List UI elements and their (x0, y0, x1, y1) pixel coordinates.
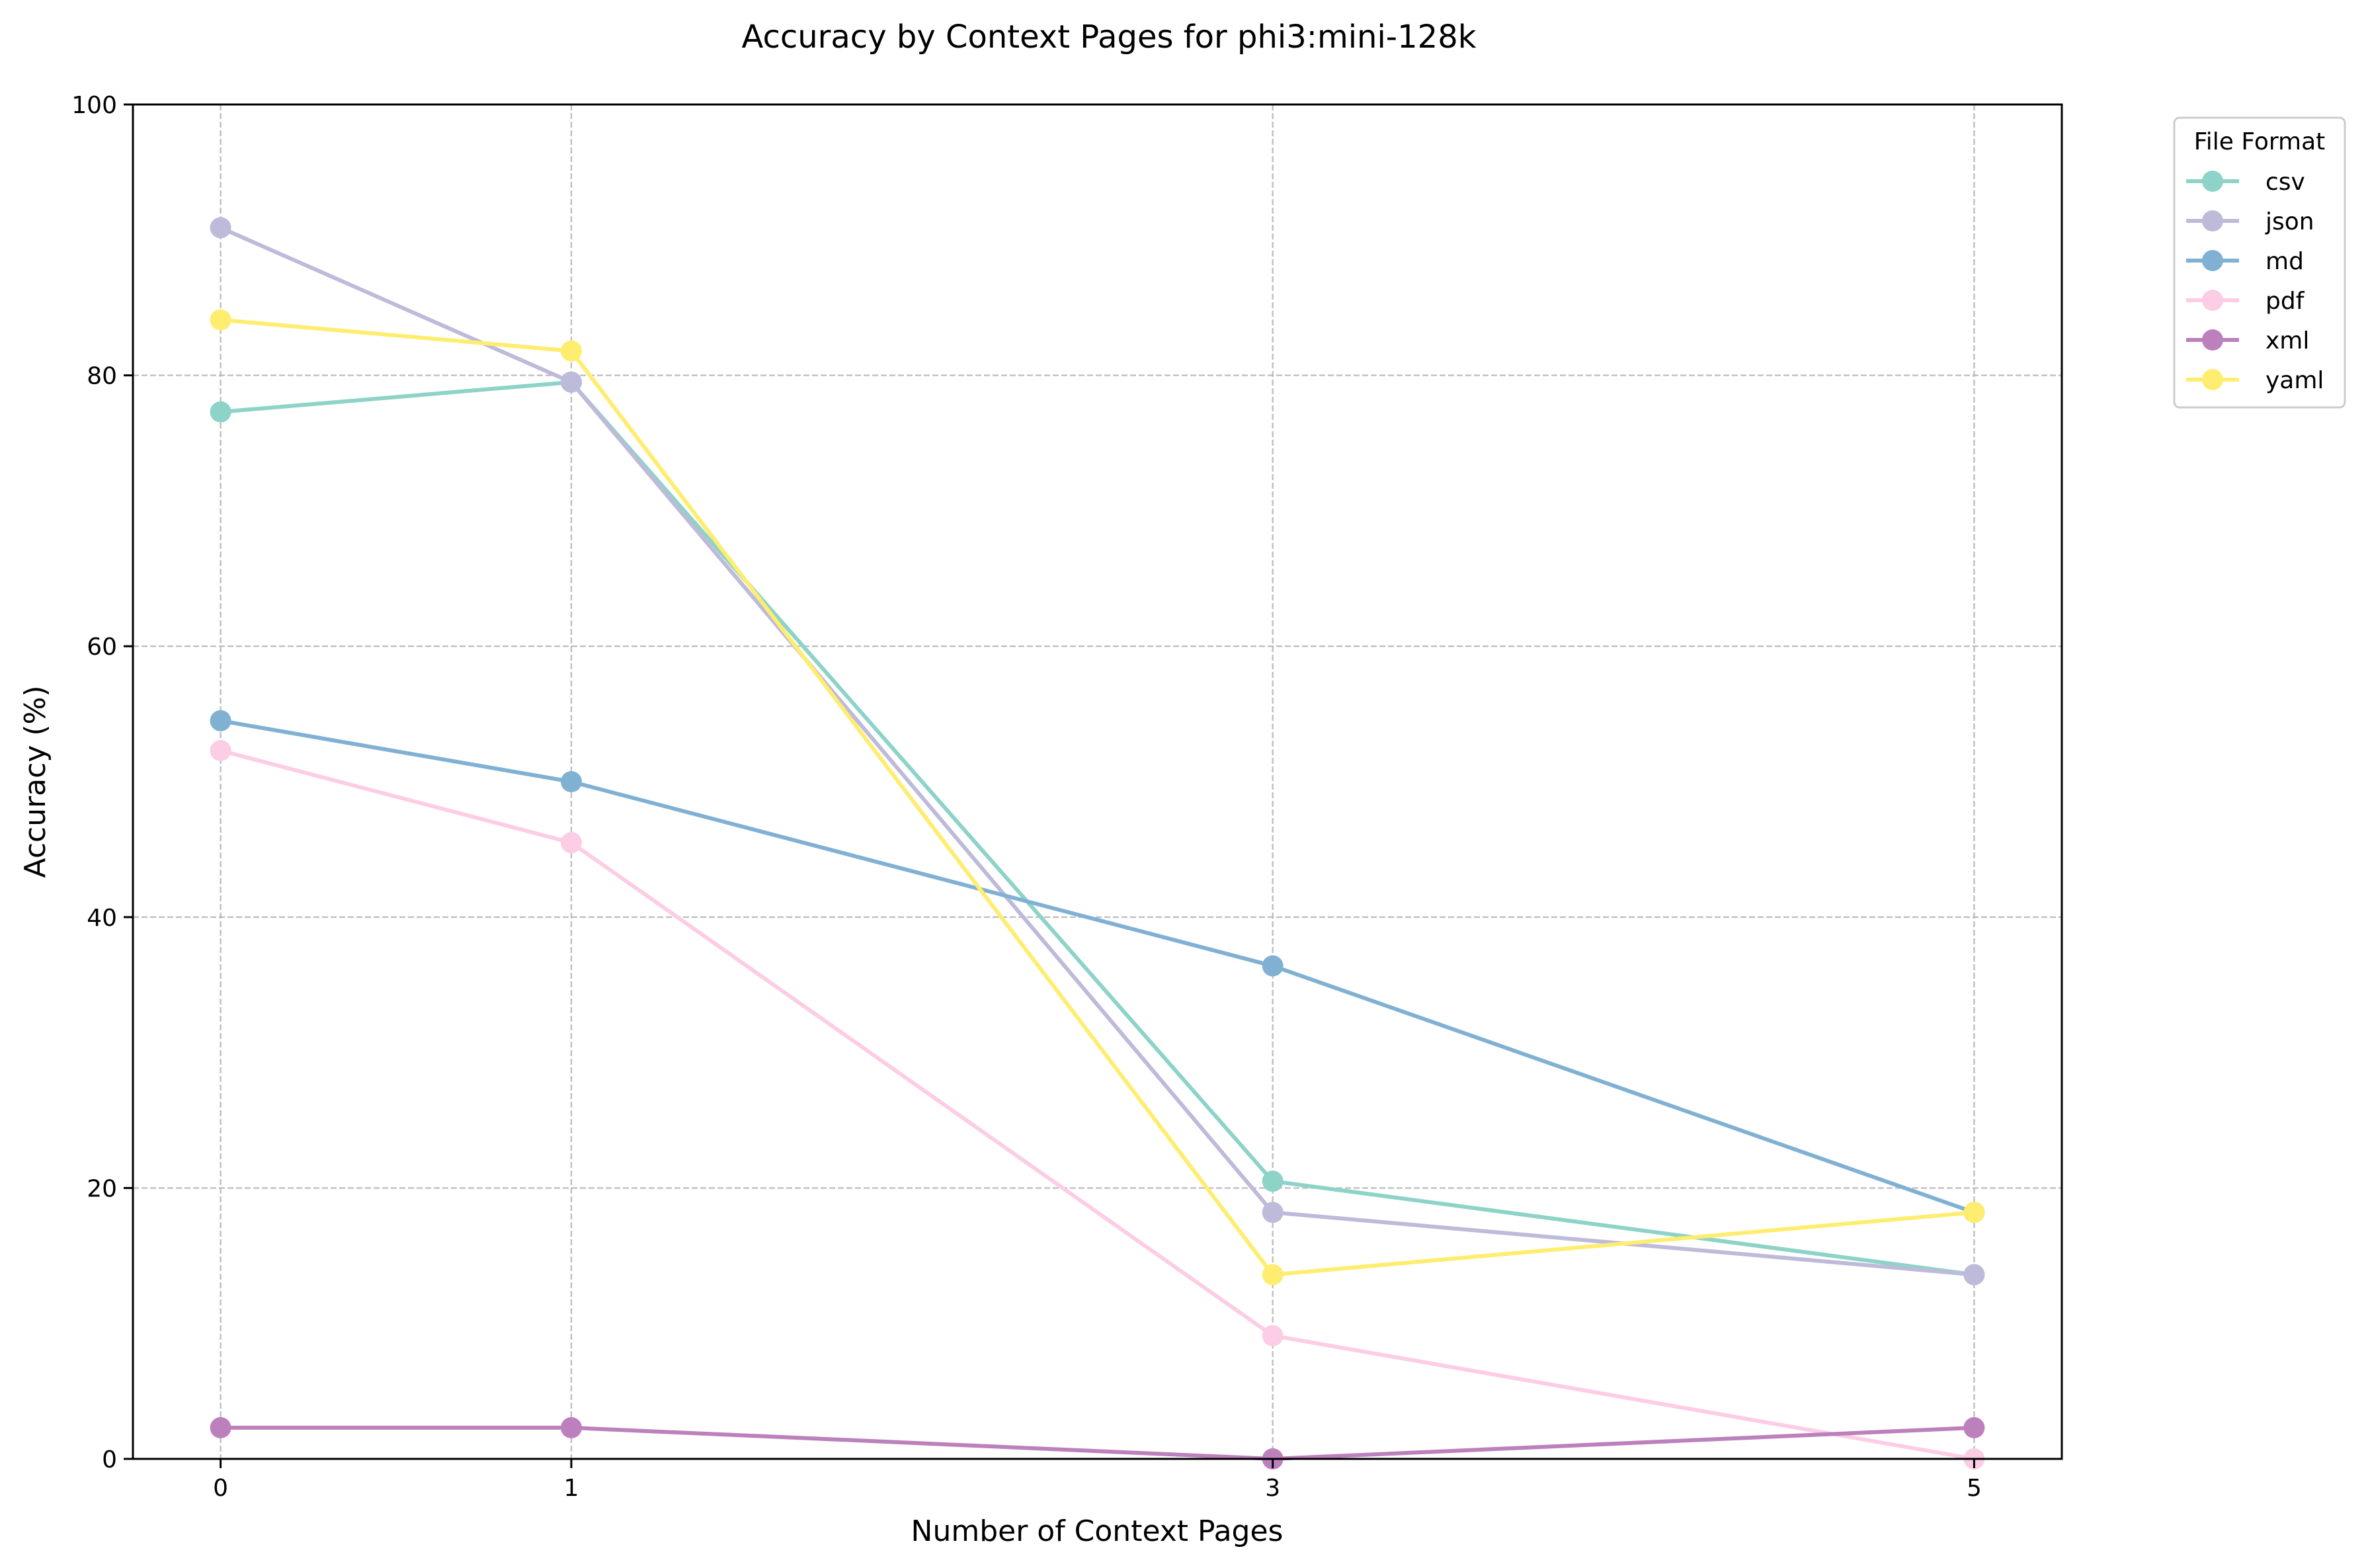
legend-label-csv: csv (2265, 169, 2305, 196)
data-point-csv (1262, 1171, 1284, 1192)
data-point-yaml (1262, 1264, 1284, 1286)
series-line-json (220, 226, 1975, 1277)
y-tick-label: 0 (102, 1446, 117, 1473)
series-yaml (210, 309, 1985, 1286)
data-point-xml (1963, 1417, 1985, 1438)
legend-label-json: json (2265, 208, 2314, 235)
x-tick-label: 5 (1967, 1475, 1982, 1502)
legend-label-yaml: yaml (2265, 367, 2324, 394)
data-point-pdf (1262, 1325, 1284, 1346)
data-point-pdf (560, 832, 582, 854)
series-md (210, 710, 1985, 1223)
x-tick-label: 3 (1265, 1475, 1280, 1502)
y-tick-label: 20 (87, 1175, 117, 1202)
legend-item-yaml: yaml (2186, 367, 2324, 394)
y-axis: 0 20 40 60 80 100 (71, 92, 133, 1473)
legend-label-md: md (2265, 248, 2304, 275)
series-pdf (210, 739, 1985, 1469)
data-point-xml (210, 1417, 231, 1438)
data-point-md (210, 710, 231, 731)
legend-item-xml: xml (2186, 327, 2309, 354)
data-point-json (1963, 1264, 1985, 1286)
plot-frame (132, 103, 2063, 1460)
legend-title: File Format (2194, 128, 2326, 155)
data-point-yaml (560, 340, 582, 362)
series-line-xml (220, 1425, 1975, 1461)
series-json (210, 217, 1985, 1286)
legend-marker-xml (2202, 329, 2223, 351)
series-line-csv (220, 380, 1975, 1277)
y-tick-label: 40 (87, 905, 117, 932)
grid-layer (133, 104, 2062, 1459)
data-point-pdf (210, 739, 231, 761)
legend-marker-csv (2202, 171, 2223, 192)
data-point-json (210, 217, 231, 239)
data-point-yaml (1963, 1202, 1985, 1223)
legend-marker-pdf (2202, 290, 2223, 311)
y-tick-label: 60 (87, 634, 117, 661)
data-point-yaml (210, 309, 231, 331)
legend-marker-json (2202, 210, 2223, 231)
y-tick-label: 80 (87, 363, 117, 390)
y-tick-label: 100 (71, 92, 117, 119)
legend-item-pdf: pdf (2186, 288, 2305, 315)
x-axis-label: Number of Context Pages (911, 1514, 1284, 1548)
series-layer (210, 217, 1985, 1469)
legend-items: csv json md pdf xml yaml (2186, 169, 2324, 394)
chart-title: Accuracy by Context Pages for phi3:mini-… (741, 19, 1476, 56)
data-point-csv (210, 401, 231, 423)
series-line-md (220, 718, 1975, 1215)
series-line-yaml (220, 317, 1975, 1277)
data-point-xml (560, 1417, 582, 1438)
series-line-pdf (220, 748, 1975, 1461)
legend-marker-md (2202, 250, 2223, 271)
x-axis: 0 1 3 5 (213, 1459, 1982, 1502)
data-point-md (560, 771, 582, 792)
legend-item-json: json (2186, 208, 2314, 235)
y-axis-label: Accuracy (%) (19, 685, 52, 878)
data-point-json (1262, 1202, 1284, 1223)
x-tick-label: 1 (564, 1475, 579, 1502)
legend-label-pdf: pdf (2265, 288, 2305, 315)
legend-label-xml: xml (2265, 327, 2309, 354)
x-tick-label: 0 (213, 1475, 228, 1502)
legend-item-csv: csv (2186, 169, 2305, 196)
legend: File Format csv json md pdf xml yaml (2173, 116, 2346, 409)
legend-marker-yaml (2202, 369, 2223, 390)
data-point-md (1262, 955, 1284, 977)
legend-item-md: md (2186, 248, 2304, 275)
series-xml (210, 1417, 1985, 1469)
series-csv (210, 371, 1985, 1286)
data-point-json (560, 371, 582, 393)
